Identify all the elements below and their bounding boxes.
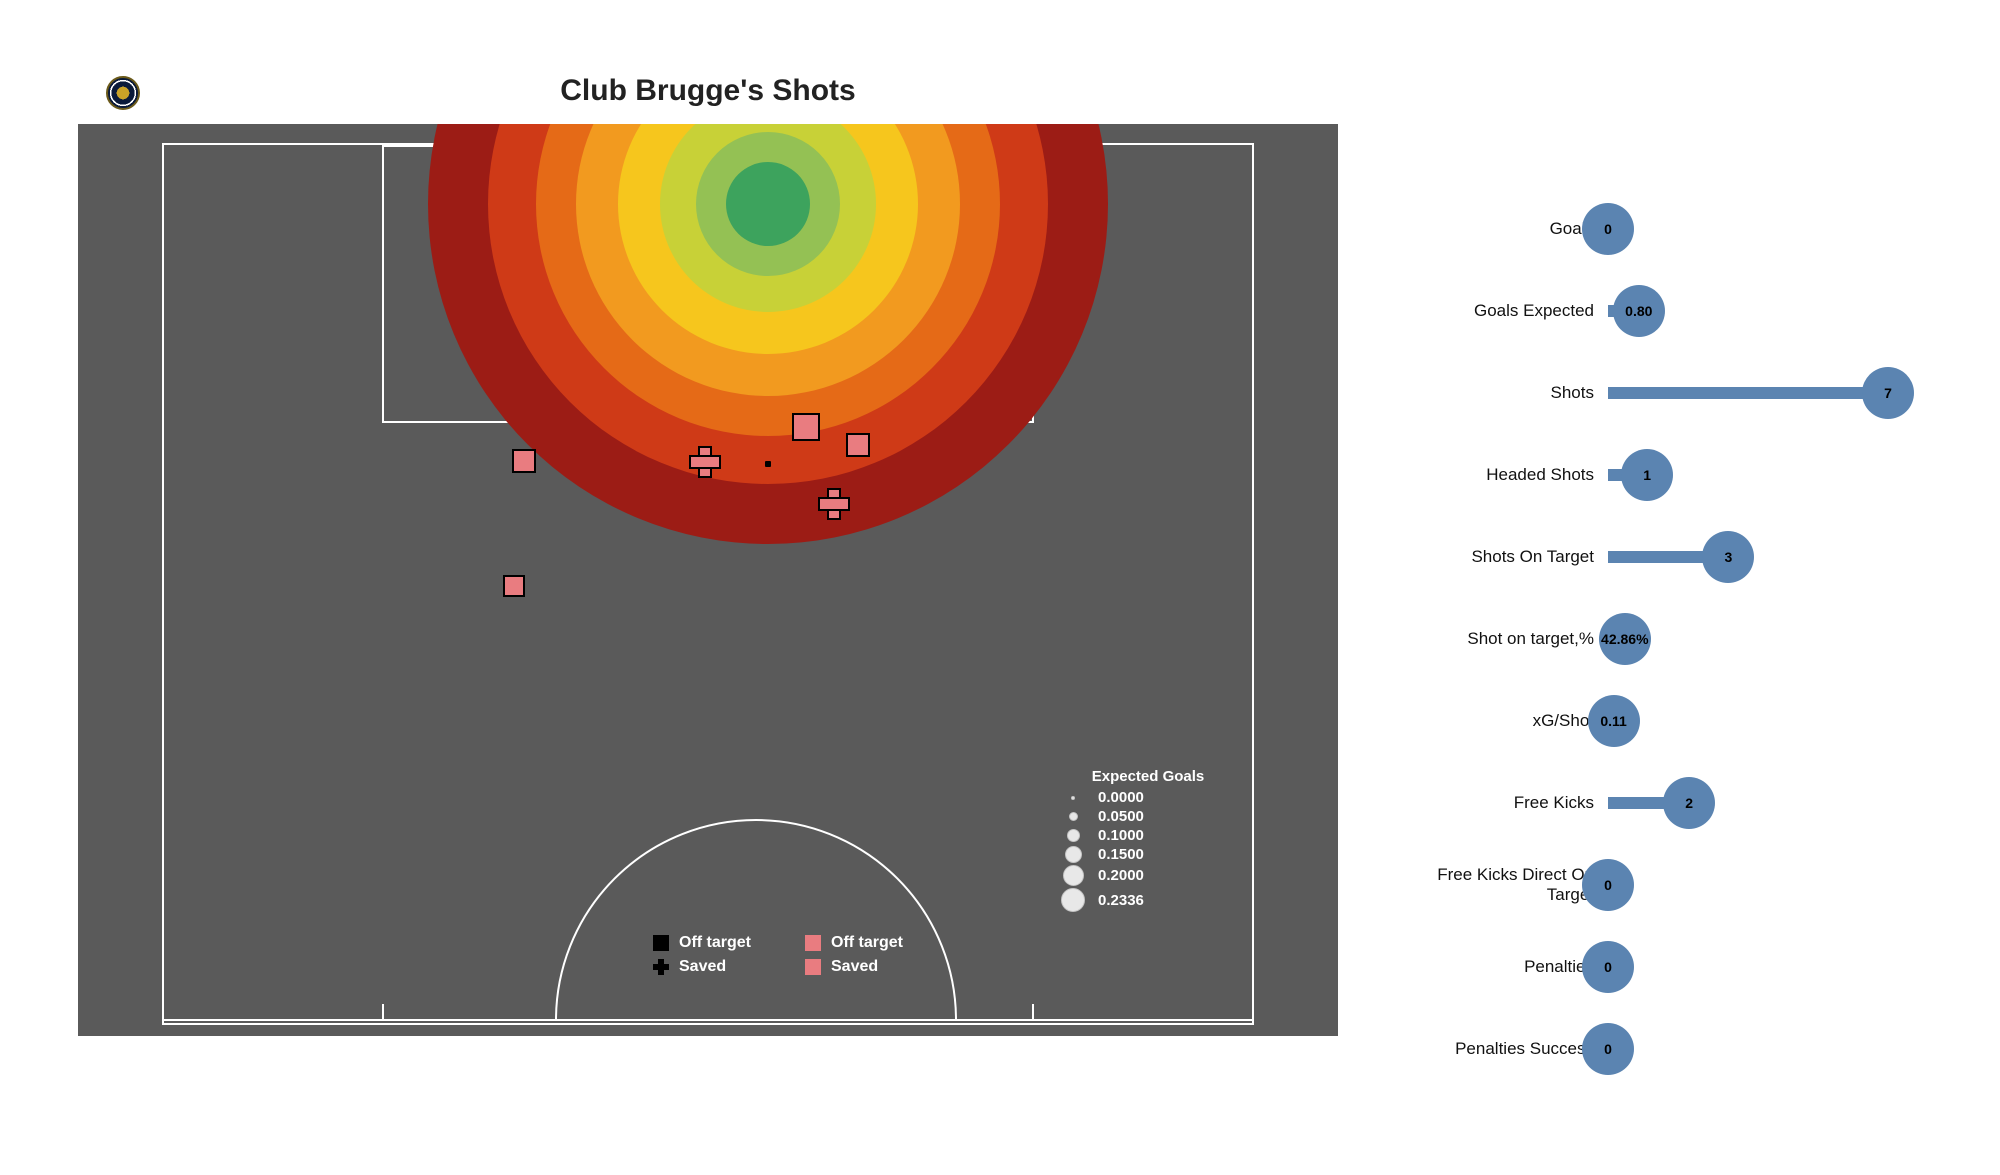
type-legend-row: Saved bbox=[653, 958, 751, 976]
xg-legend-row: 0.1000 bbox=[1058, 827, 1238, 844]
stat-row: Shots 7 bbox=[1408, 352, 1948, 434]
xg-legend-row: 0.2336 bbox=[1058, 888, 1238, 912]
type-legend-row: Off target bbox=[805, 934, 903, 952]
stat-bar bbox=[1608, 387, 1888, 399]
shot-marker-square bbox=[503, 575, 525, 597]
xg-legend-label: 0.1500 bbox=[1098, 846, 1144, 863]
stat-value-bubble: 42.86% bbox=[1599, 613, 1651, 665]
stat-value-bubble: 0.11 bbox=[1588, 695, 1640, 747]
stat-label: Shots On Target bbox=[1408, 547, 1608, 567]
legend-square-icon bbox=[805, 959, 821, 975]
type-legend-row: Off target bbox=[653, 934, 751, 952]
stat-label: Goals bbox=[1408, 219, 1608, 239]
stat-value-bubble: 7 bbox=[1862, 367, 1914, 419]
xg-legend-label: 0.2000 bbox=[1098, 867, 1144, 884]
stat-label: Shots bbox=[1408, 383, 1608, 403]
type-legend-label: Off target bbox=[679, 934, 751, 952]
type-legend-label: Saved bbox=[831, 958, 878, 976]
xg-legend-title: Expected Goals bbox=[1058, 768, 1238, 785]
stat-value-bubble: 0 bbox=[1582, 1023, 1634, 1075]
stat-row: Penalties0 bbox=[1408, 926, 1948, 1008]
xg-legend-dot-icon bbox=[1063, 865, 1084, 886]
stat-value-bubble: 1 bbox=[1621, 449, 1673, 501]
type-legend-label: Saved bbox=[679, 958, 726, 976]
stat-row: Shots On Target 3 bbox=[1408, 516, 1948, 598]
xg-legend-row: 0.0000 bbox=[1058, 789, 1238, 806]
stat-label: Shot on target,% bbox=[1408, 629, 1608, 649]
shot-marker-square bbox=[512, 449, 536, 473]
stat-row: Shot on target,%42.86% bbox=[1408, 598, 1948, 680]
stat-label: Free Kicks Direct On Target bbox=[1408, 865, 1608, 905]
xg-legend-dot-icon bbox=[1061, 888, 1085, 912]
shot-map-pitch: Expected Goals 0.0000 0.0500 0.1000 0.1500 0… bbox=[78, 124, 1338, 1036]
xg-size-legend: Expected Goals 0.0000 0.0500 0.1000 0.1500 0… bbox=[1058, 768, 1238, 914]
xg-legend-label: 0.1000 bbox=[1098, 827, 1144, 844]
stat-value-bubble: 2 bbox=[1663, 777, 1715, 829]
legend-square-icon bbox=[805, 935, 821, 951]
type-legend-label: Off target bbox=[831, 934, 903, 952]
xg-legend-row: 0.1500 bbox=[1058, 846, 1238, 863]
shot-marker-square bbox=[846, 433, 870, 457]
stat-row: Free Kicks 2 bbox=[1408, 762, 1948, 844]
xg-legend-dot-icon bbox=[1069, 812, 1078, 821]
xg-legend-label: 0.0500 bbox=[1098, 808, 1144, 825]
stats-panel: Goals0Goals Expected0.80Shots7Headed Sho… bbox=[1408, 188, 1948, 1090]
stat-label: xG/Shot bbox=[1408, 711, 1608, 731]
legend-square-icon bbox=[653, 935, 669, 951]
stat-row: Headed Shots 1 bbox=[1408, 434, 1948, 516]
type-legend-row: Saved bbox=[805, 958, 903, 976]
stat-value-bubble: 0.80 bbox=[1613, 285, 1665, 337]
stat-row: Penalties Success0 bbox=[1408, 1008, 1948, 1090]
stat-row: Free Kicks Direct On Target0 bbox=[1408, 844, 1948, 926]
xg-legend-label: 0.0000 bbox=[1098, 789, 1144, 806]
xg-legend-dot-icon bbox=[1067, 829, 1080, 842]
xg-legend-row: 0.0500 bbox=[1058, 808, 1238, 825]
shot-marker-square bbox=[792, 413, 820, 441]
shot-marker-dot bbox=[765, 461, 771, 467]
stat-label: Penalties Success bbox=[1408, 1039, 1608, 1059]
xg-legend-dot-icon bbox=[1065, 846, 1082, 863]
stat-label: Headed Shots bbox=[1408, 465, 1608, 485]
stat-value-bubble: 0 bbox=[1582, 941, 1634, 993]
shot-marker-plus bbox=[689, 446, 717, 474]
stat-label: Penalties bbox=[1408, 957, 1608, 977]
stat-value-bubble: 3 bbox=[1702, 531, 1754, 583]
shot-type-legend: Off target Saved Off target Saved bbox=[653, 934, 903, 976]
stat-row: xG/Shot0.11 bbox=[1408, 680, 1948, 762]
stat-label: Free Kicks bbox=[1408, 793, 1608, 813]
stat-value-bubble: 0 bbox=[1582, 203, 1634, 255]
xg-legend-dot-icon bbox=[1071, 796, 1075, 800]
legend-plus-icon bbox=[653, 959, 669, 975]
xg-legend-label: 0.2336 bbox=[1098, 892, 1144, 909]
stat-label: Goals Expected bbox=[1408, 301, 1608, 321]
xg-legend-row: 0.2000 bbox=[1058, 865, 1238, 886]
stat-value-bubble: 0 bbox=[1582, 859, 1634, 911]
chart-title: Club Brugge's Shots bbox=[78, 74, 1338, 108]
shot-marker-plus bbox=[818, 488, 842, 512]
stat-row: Goals Expected0.80 bbox=[1408, 270, 1948, 352]
stat-row: Goals0 bbox=[1408, 188, 1948, 270]
